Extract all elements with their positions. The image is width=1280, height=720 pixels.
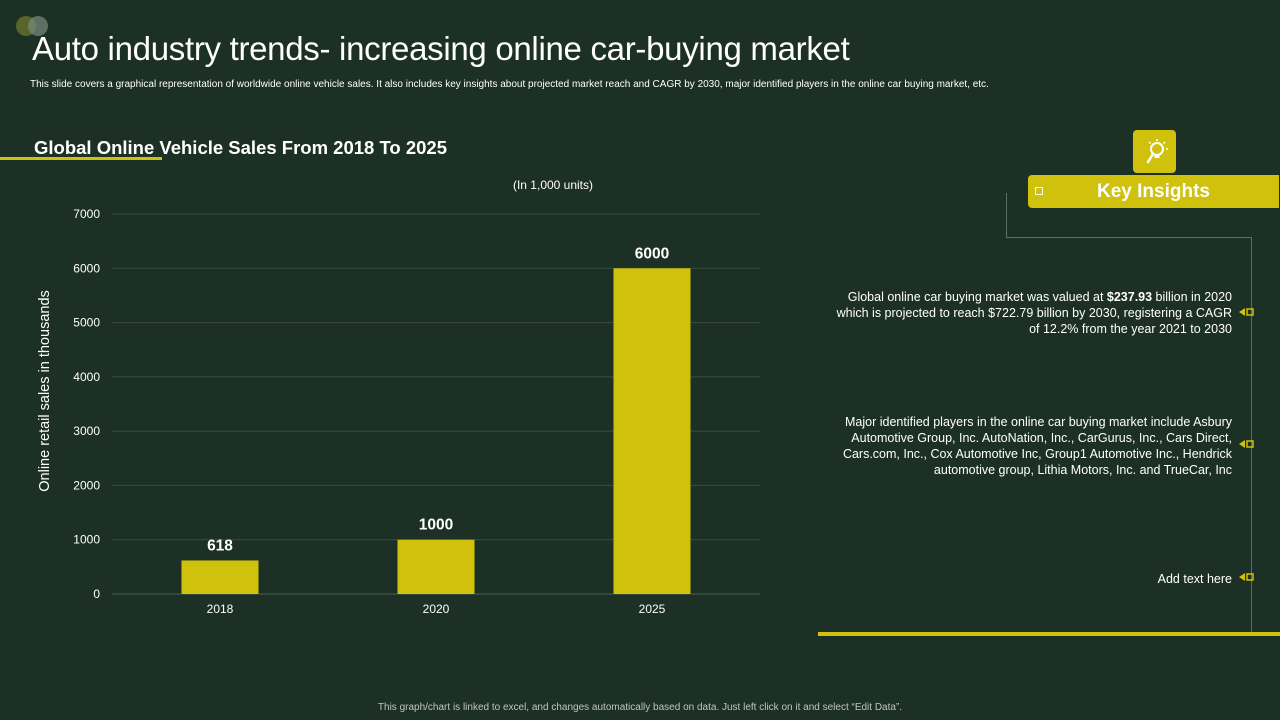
page-subtitle: This slide covers a graphical representa… xyxy=(30,79,989,90)
y-tick-label: 5000 xyxy=(73,316,100,330)
heading-underline xyxy=(0,157,162,160)
bar xyxy=(397,539,475,594)
data-label: 6000 xyxy=(635,245,669,262)
y-tick-label: 4000 xyxy=(73,370,100,384)
y-tick-label: 1000 xyxy=(73,533,100,547)
arrow-marker-icon xyxy=(1239,308,1254,316)
y-tick-label: 6000 xyxy=(73,261,100,275)
insight-1-text-pre: Global online car buying market was valu… xyxy=(847,290,1107,304)
y-tick-label: 3000 xyxy=(73,424,100,438)
bar xyxy=(613,268,691,594)
page-title: Auto industry trends- increasing online … xyxy=(32,30,850,67)
y-tick-label: 2000 xyxy=(73,478,100,492)
bullet-square-icon xyxy=(1035,187,1043,195)
arrow-marker-icon xyxy=(1239,573,1254,581)
footnote: This graph/chart is linked to excel, and… xyxy=(377,702,903,713)
insight-item-2: Major identified players in the online c… xyxy=(842,415,1232,477)
chart-heading: Global Online Vehicle Sales From 2018 To… xyxy=(34,137,447,158)
key-insights-header: Key Insights xyxy=(1028,175,1279,208)
insight-1-bold-value: $237.93 xyxy=(1106,290,1153,304)
x-tick-label: 2020 xyxy=(423,602,450,616)
x-tick-label: 2025 xyxy=(639,602,666,616)
lightbulb-icon-box xyxy=(1133,130,1176,173)
bar xyxy=(181,560,259,594)
insight-item-3[interactable]: Add text here xyxy=(1157,572,1232,586)
y-axis-label: Online retail sales in thousands xyxy=(37,290,53,492)
panel-timeline-line xyxy=(1251,237,1252,632)
lightbulb-icon xyxy=(1146,138,1168,163)
data-label: 1000 xyxy=(419,517,453,534)
logo-circle-2 xyxy=(28,16,48,36)
panel-connector-line xyxy=(1006,237,1251,238)
bar-chart[interactable]: 0 1000 2000 3000 4000 5000 6000 7000 Online reta… xyxy=(0,195,780,625)
key-insights-title: Key Insights xyxy=(1097,181,1210,202)
insight-1-text-post: billion in 2020 which is projected to re… xyxy=(836,290,1232,336)
arrow-marker-icon xyxy=(1239,440,1254,448)
y-tick-label: 7000 xyxy=(73,207,100,221)
chart-units-note: (In 1,000 units) xyxy=(512,178,594,192)
insight-item-1: Global online car buying market was valu… xyxy=(832,289,1232,337)
y-tick-label: 0 xyxy=(93,587,100,601)
panel-bottom-bar xyxy=(818,632,1280,636)
panel-connector-line xyxy=(1006,193,1007,237)
logo-circles xyxy=(16,16,52,38)
data-label: 618 xyxy=(207,537,233,554)
x-tick-label: 2018 xyxy=(207,602,234,616)
